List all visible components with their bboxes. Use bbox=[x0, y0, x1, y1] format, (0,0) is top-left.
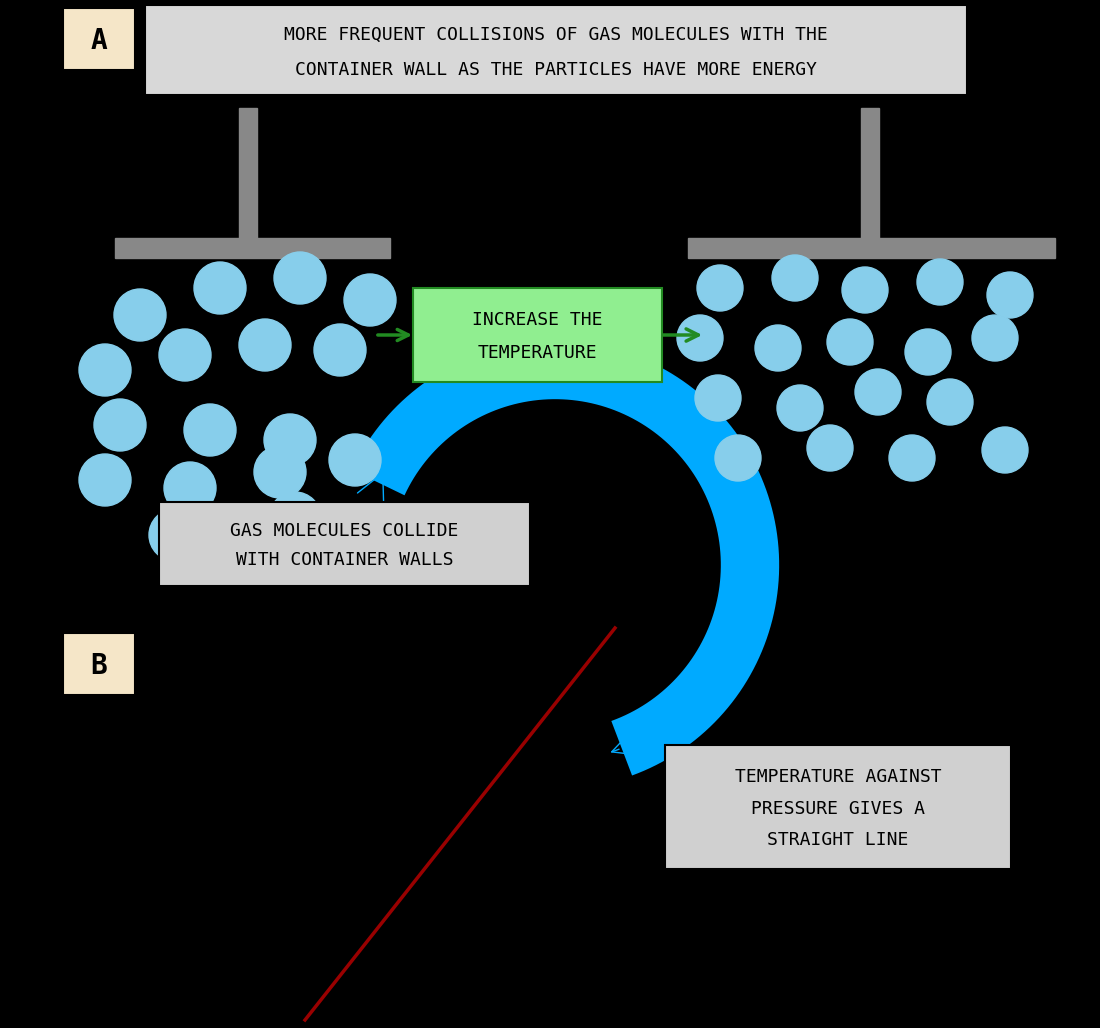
Circle shape bbox=[79, 344, 131, 396]
Text: PRESSURE GIVES A: PRESSURE GIVES A bbox=[751, 801, 925, 818]
Bar bbox=[861, 108, 879, 248]
FancyBboxPatch shape bbox=[666, 745, 1011, 869]
Circle shape bbox=[972, 315, 1018, 361]
Text: INCREASE THE: INCREASE THE bbox=[472, 310, 603, 329]
Circle shape bbox=[777, 386, 823, 431]
Circle shape bbox=[239, 319, 292, 371]
Text: WITH CONTAINER WALLS: WITH CONTAINER WALLS bbox=[235, 551, 453, 568]
Circle shape bbox=[148, 509, 201, 561]
Circle shape bbox=[927, 379, 974, 425]
Circle shape bbox=[94, 399, 146, 451]
Text: A: A bbox=[90, 27, 108, 56]
Circle shape bbox=[695, 375, 741, 421]
Circle shape bbox=[715, 435, 761, 481]
Text: B: B bbox=[90, 652, 108, 680]
Circle shape bbox=[676, 315, 723, 361]
FancyBboxPatch shape bbox=[63, 8, 135, 70]
Text: TEMPERATURE: TEMPERATURE bbox=[477, 344, 597, 362]
Circle shape bbox=[344, 274, 396, 326]
Circle shape bbox=[329, 434, 381, 486]
FancyBboxPatch shape bbox=[160, 502, 530, 586]
FancyBboxPatch shape bbox=[145, 5, 967, 95]
Circle shape bbox=[842, 267, 888, 313]
Circle shape bbox=[987, 272, 1033, 318]
Bar bbox=[116, 238, 390, 258]
Circle shape bbox=[982, 427, 1028, 473]
Circle shape bbox=[697, 265, 742, 311]
Circle shape bbox=[114, 289, 166, 341]
Circle shape bbox=[194, 262, 246, 314]
Circle shape bbox=[270, 492, 321, 544]
Circle shape bbox=[184, 404, 236, 456]
Circle shape bbox=[807, 425, 852, 471]
Circle shape bbox=[917, 259, 962, 305]
Circle shape bbox=[905, 329, 952, 375]
Bar bbox=[239, 108, 257, 248]
Text: CONTAINER WALL AS THE PARTICLES HAVE MORE ENERGY: CONTAINER WALL AS THE PARTICLES HAVE MOR… bbox=[295, 61, 817, 79]
Circle shape bbox=[164, 462, 216, 514]
Text: STRAIGHT LINE: STRAIGHT LINE bbox=[768, 831, 909, 849]
Text: GAS MOLECULES COLLIDE: GAS MOLECULES COLLIDE bbox=[230, 522, 459, 540]
Circle shape bbox=[254, 446, 306, 498]
Circle shape bbox=[264, 414, 316, 466]
Circle shape bbox=[314, 324, 366, 376]
Circle shape bbox=[855, 369, 901, 415]
Bar bbox=[688, 238, 1055, 258]
Text: MORE FREQUENT COLLISIONS OF GAS MOLECULES WITH THE: MORE FREQUENT COLLISIONS OF GAS MOLECULE… bbox=[284, 26, 828, 44]
Circle shape bbox=[160, 329, 211, 381]
Text: TEMPERATURE AGAINST: TEMPERATURE AGAINST bbox=[735, 769, 942, 786]
Circle shape bbox=[274, 252, 326, 304]
Circle shape bbox=[889, 435, 935, 481]
Circle shape bbox=[79, 454, 131, 506]
Circle shape bbox=[827, 319, 873, 365]
Circle shape bbox=[772, 255, 818, 301]
FancyBboxPatch shape bbox=[63, 633, 135, 695]
Circle shape bbox=[755, 325, 801, 371]
FancyBboxPatch shape bbox=[412, 288, 662, 382]
